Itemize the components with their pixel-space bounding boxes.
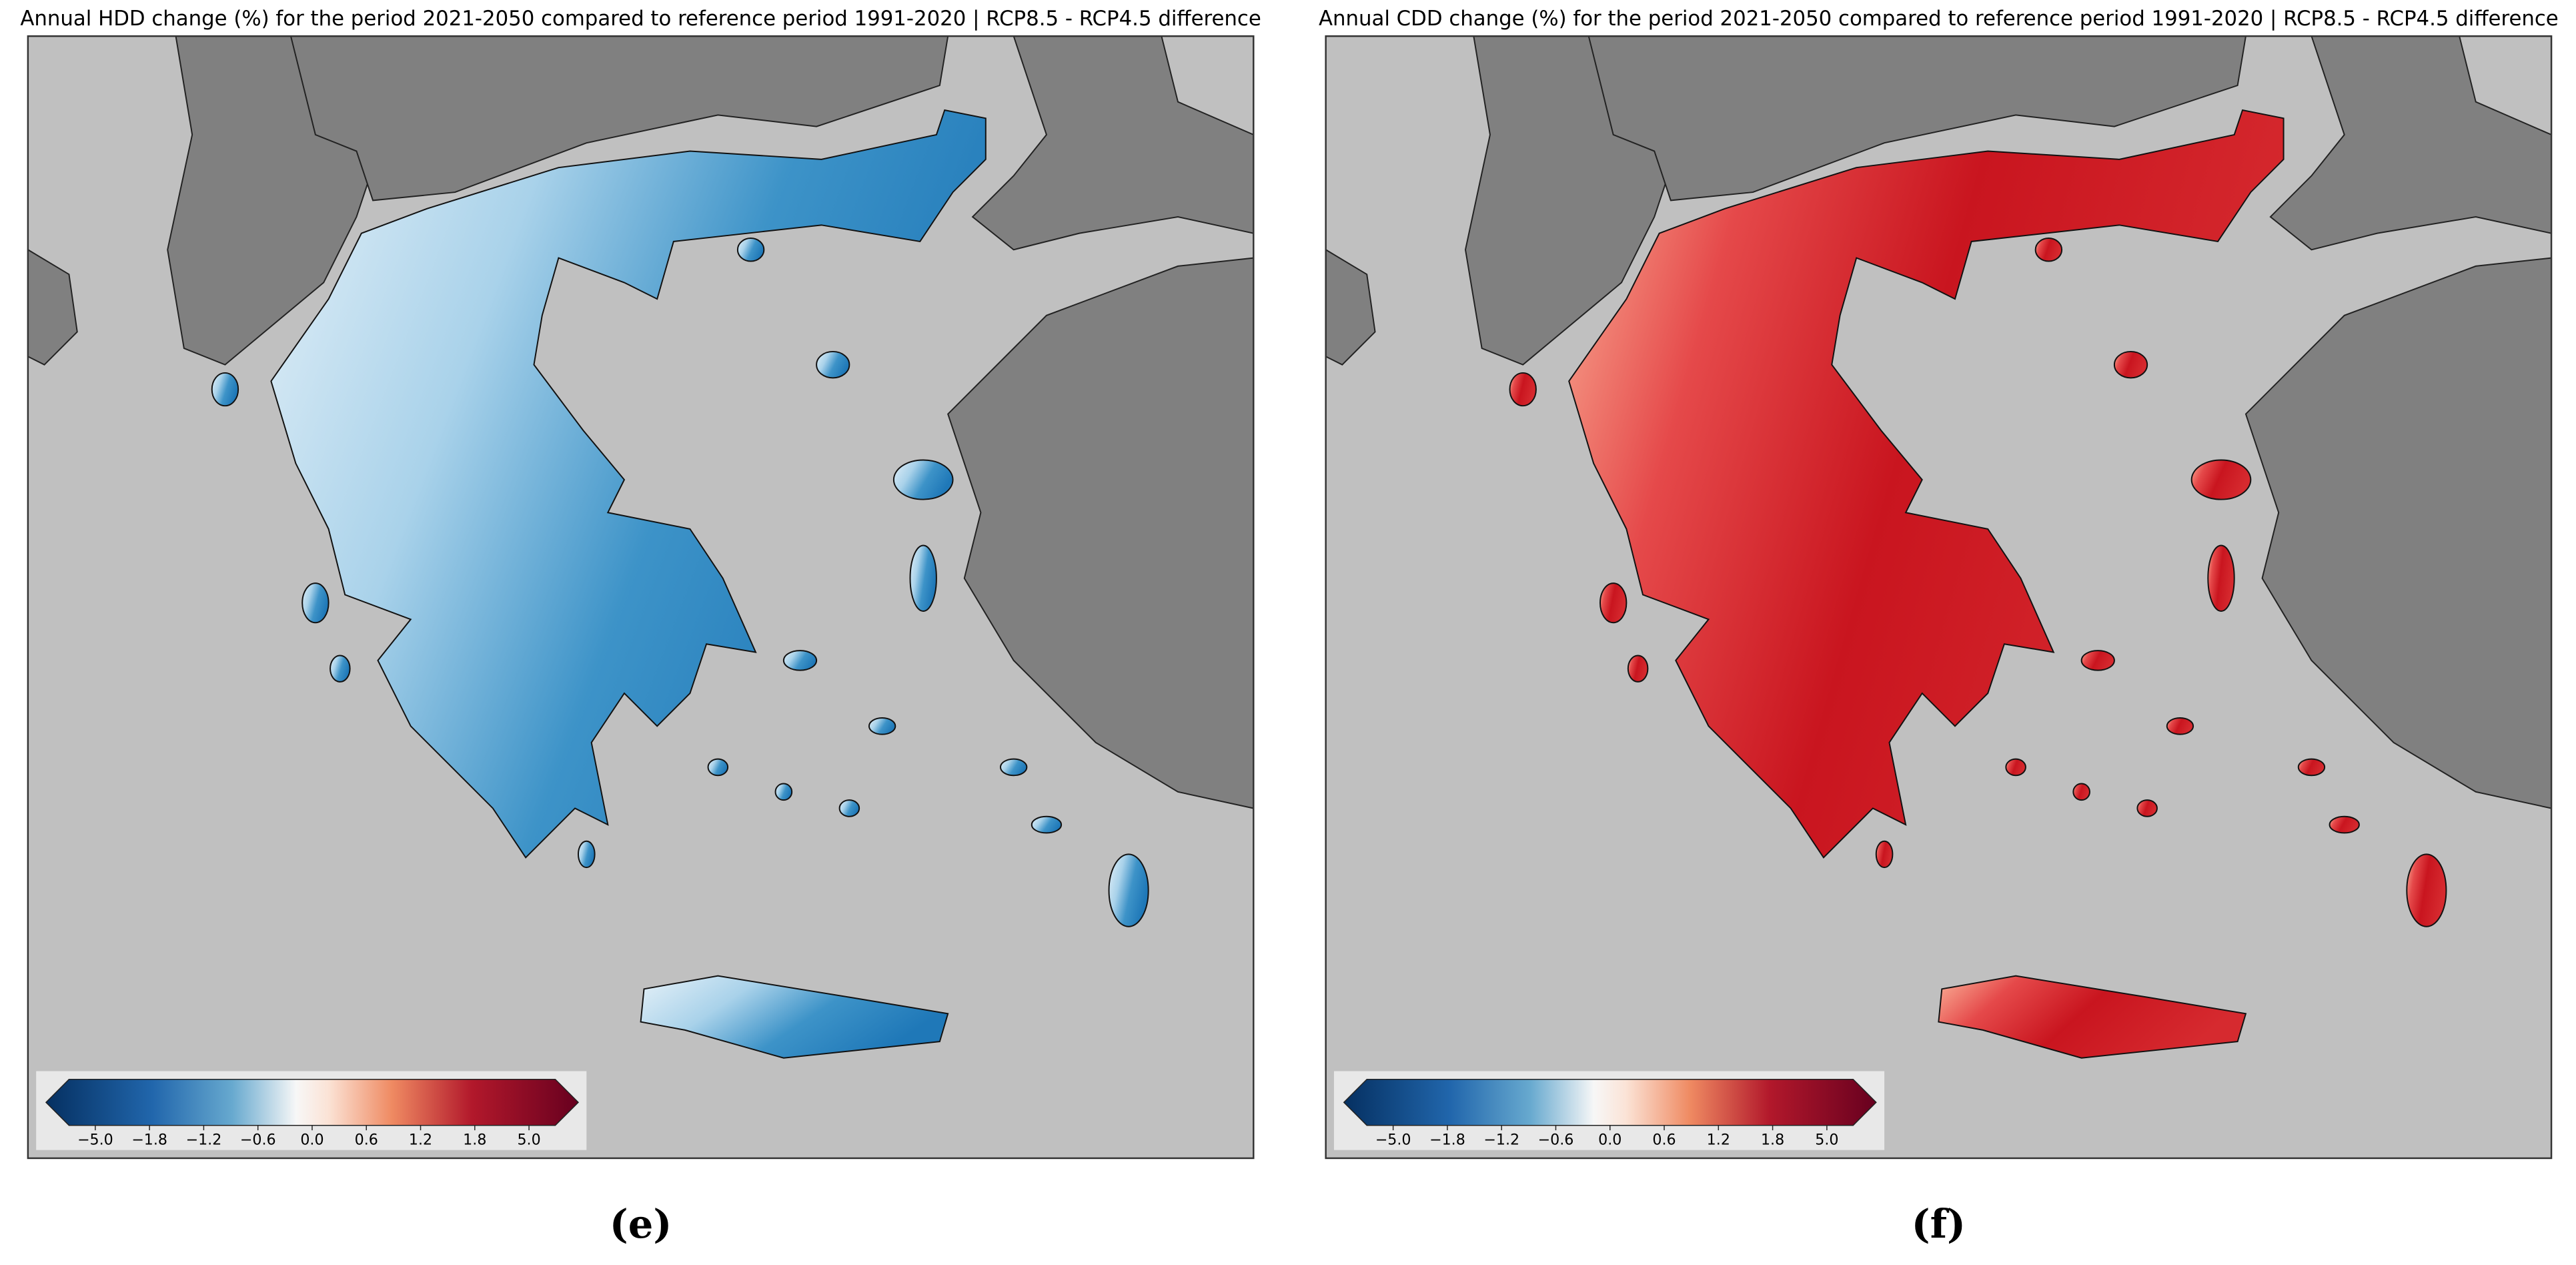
colorbar-tick-label: −1.2 [186, 1131, 222, 1148]
colorbar: −5.0 −1.8 −1.2 −0.6 0.0 0.6 1.2 1.8 5.0 [36, 1071, 587, 1150]
colorbar: −5.0 −1.8 −1.2 −0.6 0.0 0.6 1.2 1.8 5.0 [1333, 1071, 1885, 1150]
colorbar-tick-label: −1.2 [1483, 1131, 1519, 1148]
colorbar-tick-label: −0.6 [240, 1131, 276, 1148]
map-title: Annual CDD change (%) for the period 202… [1319, 7, 2559, 31]
panel-label: (e) [610, 1201, 672, 1247]
colorbar-tick-label: −1.8 [1429, 1131, 1465, 1148]
panel-label: (f) [1912, 1201, 1966, 1247]
colorbar-tick-label: 5.0 [517, 1131, 540, 1148]
colorbar-tick-label: 1.2 [1707, 1131, 1730, 1148]
map [27, 35, 1255, 1160]
colorbar-tick-label: −5.0 [77, 1131, 113, 1148]
colorbar-tick-label: 1.2 [409, 1131, 432, 1148]
map [1325, 35, 2553, 1160]
colorbar-bar [1343, 1079, 1877, 1126]
colorbar-tick-label: −5.0 [1375, 1131, 1411, 1148]
colorbar-bar [45, 1079, 580, 1126]
map-frame [1325, 35, 2553, 1160]
colorbar-tick-label: 1.8 [1761, 1131, 1784, 1148]
map-frame [27, 35, 1255, 1160]
map-title: Annual HDD change (%) for the period 202… [20, 7, 1261, 31]
colorbar-tick-label: 1.8 [463, 1131, 486, 1148]
panels: Annual HDD change (%) for the period 202… [20, 7, 2558, 1247]
map-panel: Annual HDD change (%) for the period 202… [20, 7, 1261, 1247]
colorbar-tick-label: 0.0 [300, 1131, 324, 1148]
colorbar-tick-label: 5.0 [1815, 1131, 1838, 1148]
colorbar-tick-label: 0.6 [355, 1131, 378, 1148]
colorbar-tick-label: 0.0 [1598, 1131, 1622, 1148]
map-panel: Annual CDD change (%) for the period 202… [1319, 7, 2559, 1247]
colorbar-tick-label: −0.6 [1538, 1131, 1574, 1148]
colorbar-tick-label: 0.6 [1652, 1131, 1676, 1148]
colorbar-tick-label: −1.8 [131, 1131, 167, 1148]
